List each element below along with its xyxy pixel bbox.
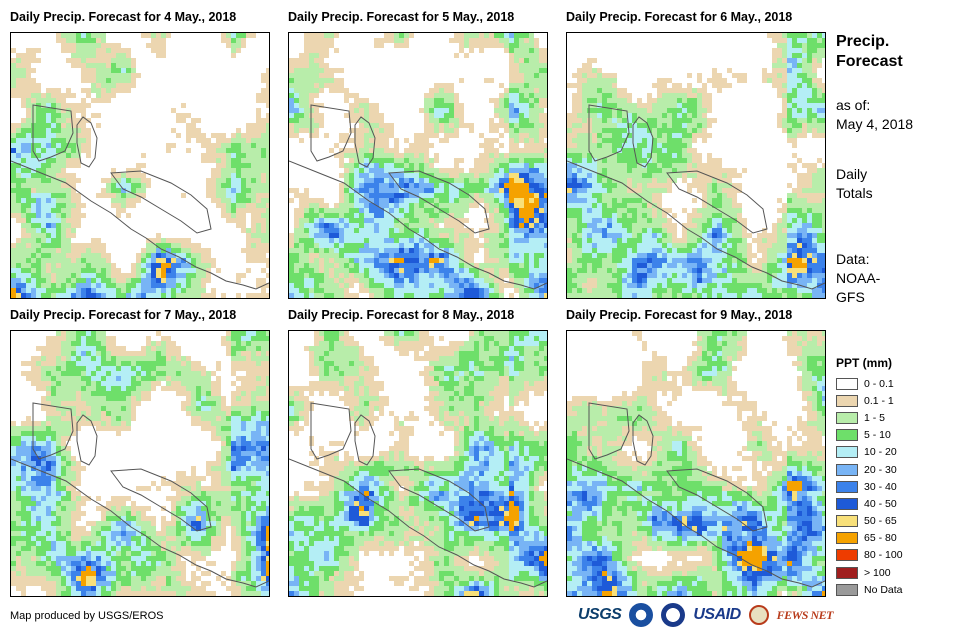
sidebar-title-line2: Forecast [836, 53, 903, 70]
sidebar-asof: as of: May 4, 2018 [836, 96, 913, 134]
coastline-outline [289, 402, 547, 588]
legend-item: > 100 [836, 564, 903, 581]
sidebar-data-source: Data: NOAA- GFS [836, 250, 880, 307]
coastline-outline [567, 402, 825, 588]
panel-title: Daily Precip. Forecast for 7 May., 2018 [10, 308, 237, 322]
precip-map-graphic [289, 33, 547, 298]
legend-label: No Data [864, 583, 903, 596]
legend-swatch [836, 532, 858, 545]
precip-map [10, 32, 270, 299]
coastline-outline [11, 104, 269, 290]
legend-label: 10 - 20 [864, 446, 897, 459]
legend-title: PPT (mm) [836, 356, 893, 370]
legend-item: 20 - 30 [836, 461, 903, 478]
coastline-outline [289, 104, 547, 290]
data-line2: NOAA- [836, 270, 881, 286]
data-line1: Data: [836, 251, 870, 267]
asof-date: May 4, 2018 [836, 116, 914, 132]
legend-swatch [836, 497, 858, 510]
legend-swatch [836, 549, 858, 562]
legend-item: 40 - 50 [836, 495, 903, 512]
legend-label: 0.1 - 1 [864, 394, 894, 407]
legend-swatch [836, 377, 858, 390]
legend-item: 80 - 100 [836, 547, 903, 564]
legend-label: 80 - 100 [864, 549, 903, 562]
legend-item: 65 - 80 [836, 530, 903, 547]
panel-title: Daily Precip. Forecast for 9 May., 2018 [566, 308, 793, 322]
legend-item: 0 - 0.1 [836, 375, 903, 392]
legend-label: 0 - 0.1 [864, 377, 894, 390]
precip-map-graphic [11, 33, 269, 298]
precip-map [288, 32, 548, 299]
legend-item: 0.1 - 1 [836, 392, 903, 409]
legend-swatch [836, 463, 858, 476]
legend-swatch [836, 566, 858, 579]
legend-item: 1 - 5 [836, 409, 903, 426]
precip-map [566, 330, 826, 597]
precip-map [10, 330, 270, 597]
legend-rows: 0 - 0.1 0.1 - 1 1 - 5 5 - 10 10 - 20 20 - 30 3… [836, 375, 903, 598]
precip-map-graphic [567, 33, 825, 298]
noaa-logo [629, 603, 654, 627]
legend-item: 30 - 40 [836, 478, 903, 495]
legend-swatch [836, 480, 858, 493]
legend-swatch [836, 429, 858, 442]
legend-label: 40 - 50 [864, 497, 897, 510]
totals-line1: Daily [836, 166, 868, 182]
legend-label: 65 - 80 [864, 532, 897, 545]
usgs-logo: USGS [578, 606, 622, 623]
totals-line2: Totals [836, 185, 873, 201]
data-line3: GFS [836, 289, 865, 305]
precip-map-graphic [567, 331, 825, 596]
legend-label: 20 - 30 [864, 463, 897, 476]
precip-map [288, 330, 548, 597]
panel-title: Daily Precip. Forecast for 4 May., 2018 [10, 10, 237, 24]
usaid-logo: USAID [693, 606, 741, 623]
map-credit: Map produced by USGS/EROS [10, 610, 164, 622]
panel-title: Daily Precip. Forecast for 5 May., 2018 [288, 10, 515, 24]
legend-swatch [836, 583, 858, 596]
legend-label: 30 - 40 [864, 480, 897, 493]
legend-item: 5 - 10 [836, 427, 903, 444]
legend-label: > 100 [864, 566, 891, 579]
legend-label: 50 - 65 [864, 515, 897, 528]
sidebar-title-line1: Precip. [836, 33, 890, 50]
panel-title: Daily Precip. Forecast for 6 May., 2018 [566, 10, 793, 24]
legend-item: No Data [836, 581, 903, 598]
legend-swatch [836, 411, 858, 424]
precip-map [566, 32, 826, 299]
precip-map-graphic [11, 331, 269, 596]
fews-net-icon [748, 605, 769, 625]
legend-item: 10 - 20 [836, 444, 903, 461]
sidebar-totals: Daily Totals [836, 165, 873, 203]
legend-label: 1 - 5 [864, 411, 886, 424]
legend-swatch [836, 515, 858, 528]
usaid-seal-icon [661, 603, 686, 627]
legend-swatch [836, 394, 858, 407]
coastline-outline [11, 402, 269, 588]
sidebar-title: Precip. Forecast [836, 32, 903, 72]
legend-item: 50 - 65 [836, 513, 903, 530]
legend: PPT (mm) 0 - 0.1 0.1 - 1 1 - 5 5 - 10 10 - 2… [836, 356, 903, 598]
precip-map-graphic [289, 331, 547, 596]
logo-strip: USGS USAID FEWS NET [578, 602, 833, 628]
coastline-outline [567, 104, 825, 290]
fews-net-logo: FEWS NET [776, 607, 834, 622]
panel-title: Daily Precip. Forecast for 8 May., 2018 [288, 308, 515, 322]
legend-swatch [836, 446, 858, 459]
asof-label: as of: [836, 97, 871, 113]
legend-label: 5 - 10 [864, 429, 891, 442]
